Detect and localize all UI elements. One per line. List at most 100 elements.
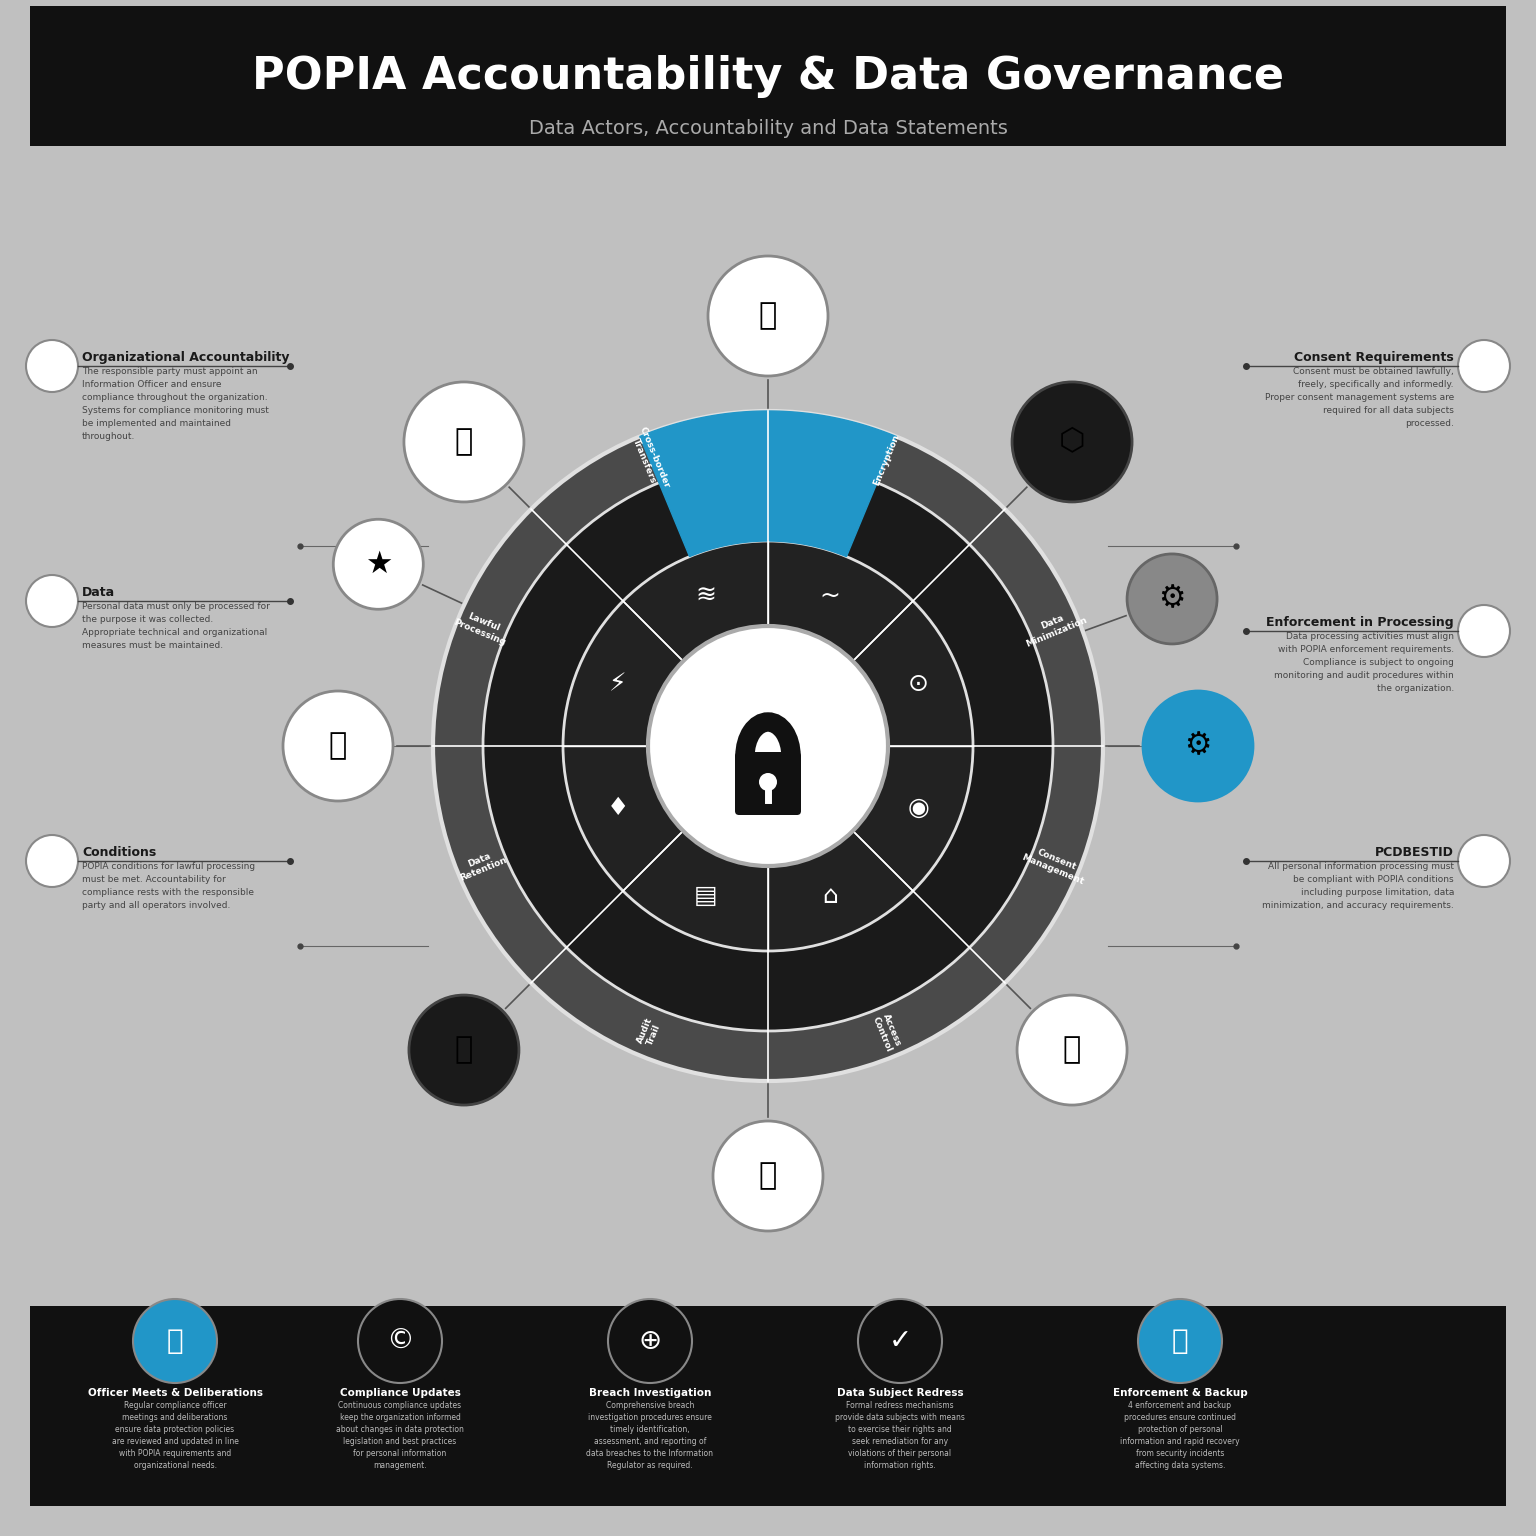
Text: provide data subjects with means: provide data subjects with means <box>836 1413 965 1422</box>
Text: ⚙: ⚙ <box>1158 584 1186 613</box>
Text: Lawful: Lawful <box>723 822 762 831</box>
Text: ≋: ≋ <box>696 584 716 608</box>
Circle shape <box>26 836 78 886</box>
Circle shape <box>608 1299 693 1382</box>
Text: Consent
Management: Consent Management <box>1020 843 1089 886</box>
Circle shape <box>1458 605 1510 657</box>
Text: ⌂: ⌂ <box>822 885 839 908</box>
Text: Breach Investigation: Breach Investigation <box>588 1389 711 1398</box>
Text: the purpose it was collected.: the purpose it was collected. <box>81 614 214 624</box>
Text: ⊙: ⊙ <box>908 671 929 696</box>
Text: Conditions: Conditions <box>81 846 157 859</box>
Text: Audit
Trail: Audit Trail <box>636 1015 664 1049</box>
Text: Data Subject Redress: Data Subject Redress <box>837 1389 963 1398</box>
Text: Information Officer and ensure: Information Officer and ensure <box>81 379 221 389</box>
Text: seek remediation for any: seek remediation for any <box>852 1438 948 1445</box>
Text: throughout.: throughout. <box>81 432 135 441</box>
Text: ★: ★ <box>364 550 392 579</box>
Text: meetings and deliberations: meetings and deliberations <box>123 1413 227 1422</box>
Circle shape <box>1458 339 1510 392</box>
Text: Data: Data <box>81 587 115 599</box>
Text: monitoring and audit procedures within: monitoring and audit procedures within <box>1275 671 1455 680</box>
Polygon shape <box>659 461 877 556</box>
Text: 📄: 📄 <box>329 731 347 760</box>
Text: including purpose limitation, data: including purpose limitation, data <box>1301 888 1455 897</box>
Text: ◉: ◉ <box>908 796 929 820</box>
Text: Data Actors, Accountability and Data Statements: Data Actors, Accountability and Data Sta… <box>528 118 1008 138</box>
Text: Lawful
Processing: Lawful Processing <box>452 608 511 647</box>
Text: be compliant with POPIA conditions: be compliant with POPIA conditions <box>1293 876 1455 885</box>
Text: Proper consent management systems are: Proper consent management systems are <box>1264 393 1455 402</box>
Text: Consent
Management: Consent Management <box>763 816 828 837</box>
Text: ~: ~ <box>820 584 840 608</box>
Circle shape <box>648 627 888 866</box>
Text: freely, specifically and informedly.: freely, specifically and informedly. <box>1298 379 1455 389</box>
Text: Compliance is subject to ongoing: Compliance is subject to ongoing <box>1303 657 1455 667</box>
Text: the organization.: the organization. <box>1376 684 1455 693</box>
Text: with POPIA requirements and: with POPIA requirements and <box>118 1448 230 1458</box>
Text: legislation and best practices: legislation and best practices <box>344 1438 456 1445</box>
Text: investigation procedures ensure: investigation procedures ensure <box>588 1413 713 1422</box>
Text: violations of their personal: violations of their personal <box>848 1448 952 1458</box>
Text: required for all data subjects: required for all data subjects <box>1322 406 1455 415</box>
Text: Comprehensive breach: Comprehensive breach <box>605 1401 694 1410</box>
Text: from security incidents: from security incidents <box>1135 1448 1224 1458</box>
Text: ⚡: ⚡ <box>610 671 627 696</box>
Text: Data
Retention: Data Retention <box>455 846 508 883</box>
Circle shape <box>409 995 519 1104</box>
Text: Consent Requirements: Consent Requirements <box>1295 352 1455 364</box>
Circle shape <box>564 541 972 951</box>
Text: 👤: 👤 <box>455 1035 473 1064</box>
Text: ⚙: ⚙ <box>1184 731 1212 760</box>
Text: Systems for compliance monitoring must: Systems for compliance monitoring must <box>81 406 269 415</box>
Text: ✓: ✓ <box>888 1327 912 1355</box>
Circle shape <box>1138 1299 1223 1382</box>
Bar <box>31 6 1505 146</box>
Circle shape <box>433 412 1103 1081</box>
Circle shape <box>482 461 1054 1031</box>
Text: Appropriate technical and organizational: Appropriate technical and organizational <box>81 628 267 637</box>
Text: Data
Minimization: Data Minimization <box>1020 605 1089 648</box>
Circle shape <box>1127 554 1217 644</box>
Text: with POPIA enforcement requirements.: with POPIA enforcement requirements. <box>1278 645 1455 654</box>
Circle shape <box>759 773 777 791</box>
Circle shape <box>1143 691 1253 800</box>
Text: 💼: 💼 <box>455 427 473 456</box>
Text: about changes in data protection: about changes in data protection <box>336 1425 464 1435</box>
Text: Cross-border
Transfers: Cross-border Transfers <box>628 425 671 493</box>
Text: Access
Control: Access Control <box>871 1011 903 1054</box>
Text: minimization, and accuracy requirements.: minimization, and accuracy requirements. <box>1263 902 1455 909</box>
Circle shape <box>713 1121 823 1230</box>
Text: Enforcement & Backup: Enforcement & Backup <box>1112 1389 1247 1398</box>
Text: for personal information: for personal information <box>353 1448 447 1458</box>
Text: POPIA conditions for lawful processing: POPIA conditions for lawful processing <box>81 862 255 871</box>
Text: ⊕: ⊕ <box>639 1327 662 1355</box>
Text: Encryption: Encryption <box>872 433 902 487</box>
Text: Formal redress mechanisms: Formal redress mechanisms <box>846 1401 954 1410</box>
Text: organizational needs.: organizational needs. <box>134 1461 217 1470</box>
Text: compliance rests with the responsible: compliance rests with the responsible <box>81 888 253 897</box>
Text: ©: © <box>386 1327 413 1355</box>
Text: data breaches to the Information: data breaches to the Information <box>587 1448 714 1458</box>
Text: to exercise their rights and: to exercise their rights and <box>848 1425 952 1435</box>
Text: are reviewed and updated in line: are reviewed and updated in line <box>112 1438 238 1445</box>
Text: Regulator as required.: Regulator as required. <box>607 1461 693 1470</box>
Text: Enforcement in Processing: Enforcement in Processing <box>1266 616 1455 630</box>
Text: Officer Meets & Deliberations: Officer Meets & Deliberations <box>88 1389 263 1398</box>
Text: compliance throughout the organization.: compliance throughout the organization. <box>81 393 267 402</box>
Circle shape <box>1012 382 1132 502</box>
Circle shape <box>333 519 424 610</box>
Text: ⬡: ⬡ <box>1058 427 1086 456</box>
Text: ♦: ♦ <box>607 796 630 820</box>
Text: The responsible party must appoint an: The responsible party must appoint an <box>81 367 258 376</box>
Text: protection of personal: protection of personal <box>1138 1425 1223 1435</box>
Text: Organizational Accountability: Organizational Accountability <box>81 352 289 364</box>
Text: keep the organization informed: keep the organization informed <box>339 1413 461 1422</box>
Text: timely identification,: timely identification, <box>610 1425 690 1435</box>
Text: 🔍: 🔍 <box>759 1161 777 1190</box>
Text: ensure data protection policies: ensure data protection policies <box>115 1425 235 1435</box>
Text: 🔒: 🔒 <box>759 301 777 330</box>
Text: be implemented and maintained: be implemented and maintained <box>81 419 230 429</box>
Text: information and rapid recovery: information and rapid recovery <box>1120 1438 1240 1445</box>
Text: ▤: ▤ <box>694 885 717 908</box>
